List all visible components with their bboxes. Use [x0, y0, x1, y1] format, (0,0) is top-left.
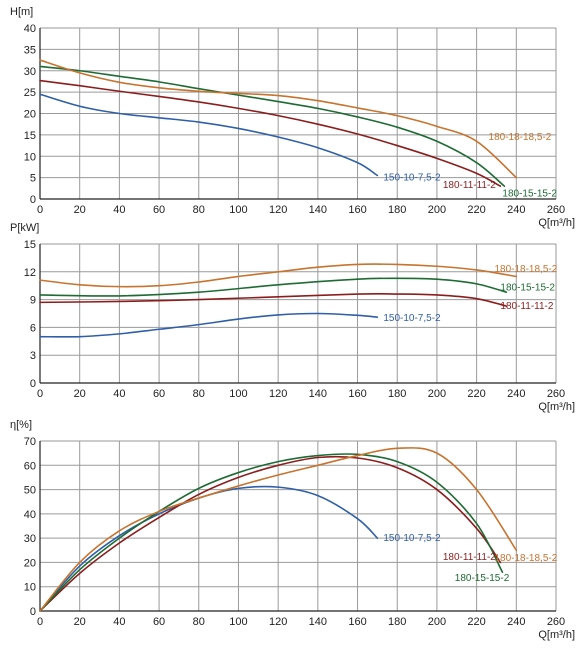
- efficiency-curve-label: 180-15-15-2: [455, 573, 510, 584]
- head-curve-label: 180-15-15-2: [502, 188, 557, 199]
- efficiency-x-tick-label: 80: [193, 616, 205, 628]
- power-x-tick-label: 240: [507, 388, 525, 400]
- head-x-tick-label: 20: [74, 204, 86, 216]
- head-y-tick-label: 20: [24, 109, 36, 121]
- power-y-tick-label: 6: [30, 322, 36, 334]
- efficiency-x-tick-label: 100: [229, 616, 247, 628]
- power-x-tick-label: 20: [74, 388, 86, 400]
- power-y-tick-label: 15: [24, 239, 36, 251]
- efficiency-y-tick-label: 0: [30, 606, 36, 618]
- power-y-tick-label: 3: [30, 350, 36, 362]
- efficiency-series-line-180-11-11-2: [39, 455, 502, 612]
- efficiency-x-tick-label: 180: [388, 616, 406, 628]
- head-x-tick-label: 0: [37, 204, 43, 216]
- efficiency-x-tick-label: 240: [507, 616, 525, 628]
- power-series-line-180-15-15-2: [39, 277, 508, 297]
- power-curve-label: 150-10-7,5-2: [383, 313, 441, 324]
- efficiency-y-tick-label: 60: [24, 460, 36, 472]
- head-curve-label: 180-11-11-2: [443, 180, 496, 191]
- efficiency-x-tick-label: 40: [113, 616, 125, 628]
- power-series-line-180-18-18-5-2: [39, 263, 518, 288]
- head-x-tick-label: 200: [428, 204, 446, 216]
- head-curve-label: 180-18-18,5-2: [489, 132, 552, 143]
- efficiency-series-line-180-15-15-2: [39, 453, 504, 612]
- head-x-tick-label: 140: [309, 204, 327, 216]
- power-curve-label: 180-15-15-2: [500, 283, 555, 294]
- power-x-tick-label: 220: [467, 388, 485, 400]
- head-y-tick-label: 30: [24, 66, 36, 78]
- efficiency-y-tick-label: 70: [24, 436, 36, 448]
- efficiency-y-tick-label: 20: [24, 557, 36, 569]
- head-series-line-180-15-15-2: [39, 65, 506, 187]
- efficiency-curve-label: 150-10-7,5-2: [383, 533, 441, 544]
- efficiency-x-tick-label: 220: [467, 616, 485, 628]
- head-curve-label: 150-10-7,5-2: [383, 173, 441, 184]
- efficiency-y-tick-label: 50: [24, 485, 36, 497]
- efficiency-x-axis-title: Q[m³/h]: [538, 629, 575, 641]
- efficiency-curve-label: 180-18-18,5-2: [494, 553, 557, 564]
- head-chart: 0 20 40 60 80 100 120 140 160 180 200 220 240 260 0 5 10…: [10, 6, 575, 229]
- efficiency-chart: 0 20 40 60 80 100 120 140 160 180 200 220 240 260 0 10 2…: [10, 419, 575, 641]
- efficiency-x-tick-label: 20: [74, 616, 86, 628]
- efficiency-x-tick-label: 260: [547, 616, 565, 628]
- efficiency-y-tick-label: 30: [24, 533, 36, 545]
- power-y-axis-title: P[kW]: [10, 222, 39, 234]
- power-x-tick-label: 100: [229, 388, 247, 400]
- head-y-tick-label: 15: [24, 130, 36, 142]
- power-curve-label: 180-11-11-2: [500, 301, 553, 312]
- head-series-line-180-11-11-2: [39, 79, 502, 187]
- efficiency-x-tick-label: 0: [37, 616, 43, 628]
- power-x-tick-label: 180: [388, 388, 406, 400]
- head-x-tick-label: 180: [388, 204, 406, 216]
- head-x-tick-label: 60: [153, 204, 165, 216]
- head-y-tick-label: 35: [24, 44, 36, 56]
- efficiency-y-tick-label: 10: [24, 582, 36, 594]
- head-y-axis-title: H[m]: [10, 6, 33, 18]
- power-y-tick-label: 0: [30, 378, 36, 390]
- efficiency-x-tick-label: 120: [269, 616, 287, 628]
- head-x-tick-label: 100: [229, 204, 247, 216]
- power-x-tick-label: 120: [269, 388, 287, 400]
- head-y-tick-label: 5: [30, 173, 36, 185]
- power-x-tick-label: 160: [348, 388, 366, 400]
- power-y-tick-label: 12: [24, 267, 36, 279]
- head-y-tick-label: 10: [24, 151, 36, 163]
- power-x-tick-label: 260: [547, 388, 565, 400]
- power-y-tick-label: 9: [30, 295, 36, 307]
- efficiency-x-tick-label: 140: [309, 616, 327, 628]
- efficiency-series-line-180-18-18-5-2: [39, 447, 518, 612]
- head-x-axis-title: Q[m³/h]: [538, 217, 575, 229]
- efficiency-x-tick-label: 160: [348, 616, 366, 628]
- efficiency-y-axis-title: η[%]: [10, 419, 32, 431]
- power-x-tick-label: 80: [193, 388, 205, 400]
- power-series-line-150-10-7-5-2: [39, 312, 379, 338]
- efficiency-x-tick-label: 60: [153, 616, 165, 628]
- efficiency-x-tick-label: 200: [428, 616, 446, 628]
- head-x-tick-label: 240: [507, 204, 525, 216]
- head-x-tick-label: 160: [348, 204, 366, 216]
- head-y-tick-label: 40: [24, 23, 36, 35]
- head-y-tick-label: 25: [24, 87, 36, 99]
- head-x-tick-label: 220: [467, 204, 485, 216]
- head-x-tick-label: 40: [113, 204, 125, 216]
- power-x-tick-label: 200: [428, 388, 446, 400]
- efficiency-curve-label: 180-11-11-2: [443, 552, 496, 563]
- power-chart: 0 20 40 60 80 100 120 140 160 180 200 220 240 260 0 3 6 9…: [10, 222, 575, 413]
- power-x-tick-label: 40: [113, 388, 125, 400]
- head-x-tick-label: 120: [269, 204, 287, 216]
- efficiency-y-tick-label: 40: [24, 509, 36, 521]
- power-x-tick-label: 140: [309, 388, 327, 400]
- head-y-tick-label: 0: [30, 194, 36, 206]
- power-x-axis-title: Q[m³/h]: [538, 401, 575, 413]
- head-series-line-180-18-18-5-2: [39, 59, 518, 179]
- power-curve-label: 180-18-18,5-2: [494, 264, 557, 275]
- head-x-tick-label: 260: [547, 204, 565, 216]
- head-x-tick-label: 80: [193, 204, 205, 216]
- power-x-tick-label: 0: [37, 388, 43, 400]
- power-x-tick-label: 60: [153, 388, 165, 400]
- head-series-line-150-10-7-5-2: [39, 93, 379, 177]
- power-series-line-180-11-11-2: [39, 292, 508, 307]
